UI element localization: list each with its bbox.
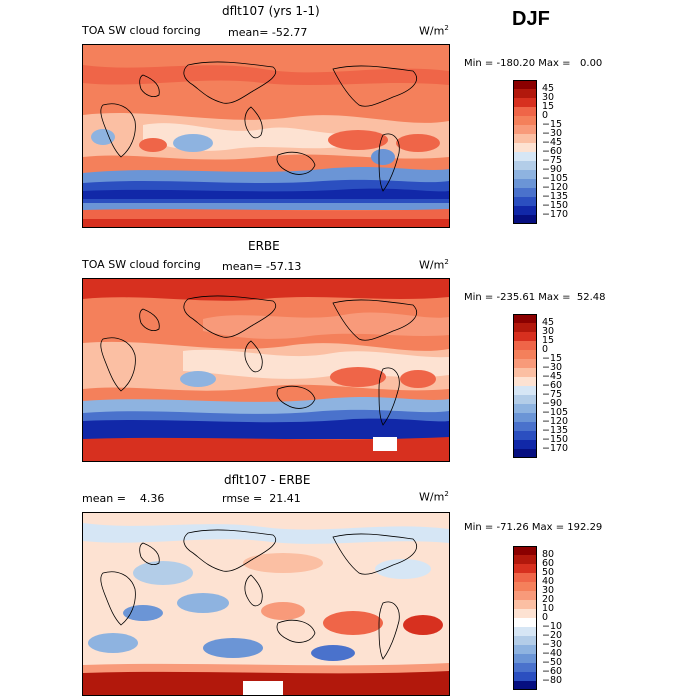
panel3-colorbar-label: 60: [542, 558, 555, 569]
panel2-variable-label: TOA SW cloud forcing: [82, 258, 201, 271]
panel1-colorbar-label: −170: [542, 209, 569, 220]
panel2-colorbar-label: −120: [542, 416, 569, 427]
panel2-colorbar-label: 45: [542, 317, 555, 328]
panel1-colorbar-label: −30: [542, 128, 563, 139]
panel1-colorbar-label: 45: [542, 83, 555, 94]
panel1-colorbar-label: 30: [542, 92, 555, 103]
panel3-colorbar-label: −30: [542, 639, 563, 650]
panel1-colorbar-label: −105: [542, 173, 569, 184]
panel1-variable-label: TOA SW cloud forcing: [82, 24, 201, 37]
panel1-colorbar-label: −120: [542, 182, 569, 193]
panel1-colorbar-label: −60: [542, 146, 563, 157]
panel2-colorbar-label: −105: [542, 407, 569, 418]
panel1-colorbar-label: −15: [542, 119, 563, 130]
panel3-colorbar-label: −80: [542, 675, 563, 686]
panel2-colorbar-label: −30: [542, 362, 563, 373]
panel1-colorbar-label: −150: [542, 200, 569, 211]
panel2-colorbar-label: −150: [542, 434, 569, 445]
panel1-colorbar-label: −75: [542, 155, 563, 166]
panel2-colorbar-label: −75: [542, 389, 563, 400]
panel1-colorbar-label: 0: [542, 110, 549, 121]
panel2-colorbar-label: −60: [542, 380, 563, 391]
panel2-colorbar-label: −170: [542, 443, 569, 454]
panel1-mean-label: mean= -52.77: [228, 26, 308, 39]
panel2-colorbar: [513, 314, 537, 458]
panel3-rmse-label: rmse = 21.41: [222, 492, 301, 505]
panel2-colorbar-label: −45: [542, 371, 563, 382]
panel2-colorbar-label: −135: [542, 425, 569, 436]
panel3-colorbar-label: −60: [542, 666, 563, 677]
panel2-title: ERBE: [248, 239, 280, 253]
panel3-colorbar-label: −10: [542, 621, 563, 632]
panel1-colorbar-label: 15: [542, 101, 555, 112]
panel2-colorbar-label: −15: [542, 353, 563, 364]
panel3-minmax: Min = -71.26 Max = 192.29: [464, 522, 603, 533]
panel3-map: [82, 512, 450, 696]
panel1-colorbar-label: −90: [542, 164, 563, 175]
panel1-colorbar-label: −45: [542, 137, 563, 148]
panel3-colorbar-label: 30: [542, 585, 555, 596]
panel1-title: dflt107 (yrs 1-1): [222, 4, 320, 18]
panel2-map: [82, 278, 450, 462]
panel2-colorbar-label: −90: [542, 398, 563, 409]
panel2-minmax: Min = -235.61 Max = 52.48: [464, 292, 606, 303]
panel3-colorbar-label: −20: [542, 630, 563, 641]
panel3-mean-label: mean = 4.36: [82, 492, 165, 505]
panel3-colorbar: [513, 546, 537, 690]
panel2-colorbar-label: 15: [542, 335, 555, 346]
panel2-colorbar-label: 30: [542, 326, 555, 337]
panel3-colorbar-label: −40: [542, 648, 563, 659]
panel3-colorbar-label: 50: [542, 567, 555, 578]
panel1-colorbar-label: −135: [542, 191, 569, 202]
panel3-colorbar-label: 40: [542, 576, 555, 587]
panel2-mean-label: mean= -57.13: [222, 260, 302, 273]
panel2-map-field: [83, 279, 449, 461]
panel3-colorbar-label: −50: [542, 657, 563, 668]
season-label: DJF: [512, 8, 550, 30]
panel1-units: W/m2: [419, 24, 449, 38]
panel1-map-field: [83, 45, 449, 227]
panel1-colorbar: [513, 80, 537, 224]
panel3-map-field: [83, 513, 449, 695]
panel3-colorbar-label: 0: [542, 612, 549, 623]
panel2-colorbar-label: 0: [542, 344, 549, 355]
panel3-title: dflt107 - ERBE: [224, 473, 311, 487]
panel3-colorbar-label: 80: [542, 549, 555, 560]
panel1-map: [82, 44, 450, 228]
panel1-minmax: Min = -180.20 Max = 0.00: [464, 58, 603, 69]
panel2-units: W/m2: [419, 258, 449, 272]
panel3-units: W/m2: [419, 490, 449, 504]
panel3-colorbar-label: 10: [542, 603, 555, 614]
panel3-colorbar-label: 20: [542, 594, 555, 605]
